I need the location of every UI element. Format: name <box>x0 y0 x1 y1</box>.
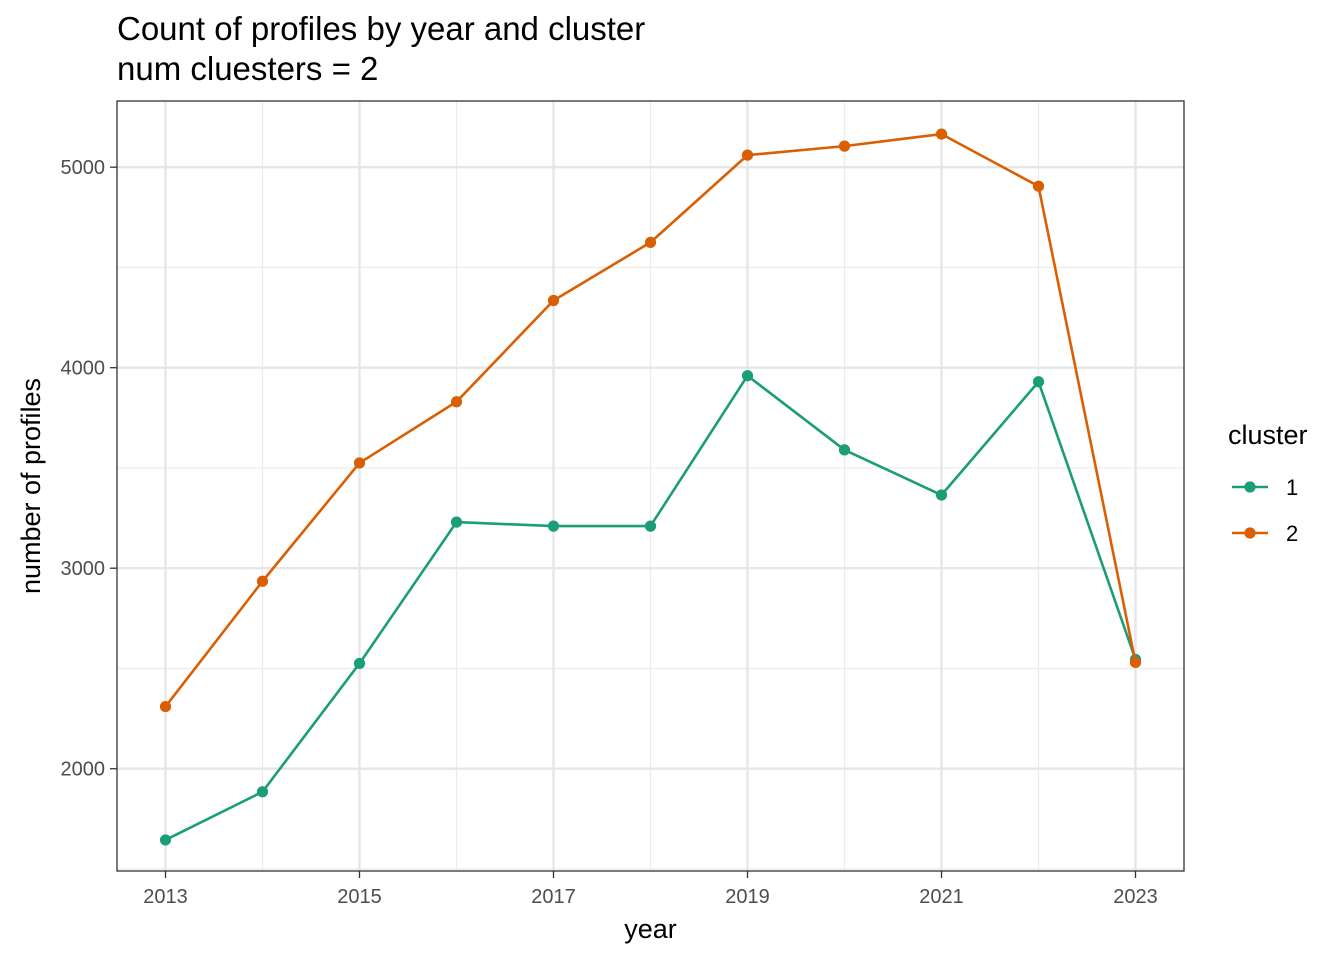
data-point <box>1032 376 1045 388</box>
minor-gridlines <box>117 101 1184 871</box>
series-1 <box>159 370 1142 846</box>
y-tick-label: 4000 <box>61 358 106 380</box>
x-tick-label: 2013 <box>143 886 188 908</box>
data-point <box>838 140 851 152</box>
legend-key-point <box>1244 527 1256 539</box>
x-tick-label: 2023 <box>1113 886 1158 908</box>
legend: cluster 1 2 <box>1228 420 1308 546</box>
y-tick-label: 5000 <box>61 157 106 179</box>
data-point <box>450 516 463 528</box>
series-2 <box>159 128 1142 713</box>
data-point <box>935 128 948 140</box>
series-layer <box>159 128 1142 846</box>
x-axis-ticks: 2013 2015 2017 2019 2021 2023 <box>143 871 1158 908</box>
y-tick-label: 3000 <box>61 558 106 580</box>
data-point <box>741 370 754 382</box>
chart-title: Count of profiles by year and cluster <box>117 10 646 47</box>
x-axis-label: year <box>624 914 677 944</box>
data-point <box>644 520 657 532</box>
x-tick-label: 2019 <box>725 886 770 908</box>
data-point <box>256 786 269 798</box>
data-point <box>159 834 172 846</box>
y-tick-label: 2000 <box>61 759 106 781</box>
data-point <box>159 700 172 713</box>
legend-label: 1 <box>1286 475 1298 500</box>
data-point <box>547 520 560 532</box>
x-tick-label: 2015 <box>337 886 382 908</box>
data-point <box>644 236 657 248</box>
legend-label: 2 <box>1286 521 1298 546</box>
data-point <box>547 294 560 307</box>
data-point <box>1129 656 1142 669</box>
x-tick-label: 2021 <box>919 886 964 908</box>
data-point <box>353 457 366 469</box>
plot-panel-border <box>116 100 1185 872</box>
y-axis-label: number of profiles <box>16 378 46 594</box>
major-gridlines <box>117 101 1184 871</box>
y-axis-ticks: 2000 3000 4000 5000 <box>61 157 117 781</box>
legend-key-1: 1 <box>1232 475 1298 500</box>
data-point <box>256 575 269 587</box>
legend-title: cluster <box>1228 420 1308 450</box>
data-point <box>838 444 851 456</box>
data-point <box>741 149 754 161</box>
legend-key-2: 2 <box>1232 521 1298 546</box>
data-point <box>1032 180 1045 192</box>
legend-key-point <box>1244 481 1256 493</box>
chart-subtitle: num cluesters = 2 <box>117 50 379 87</box>
data-point <box>353 657 366 670</box>
data-point <box>450 396 463 408</box>
x-tick-label: 2017 <box>531 886 576 908</box>
data-point <box>935 489 948 501</box>
